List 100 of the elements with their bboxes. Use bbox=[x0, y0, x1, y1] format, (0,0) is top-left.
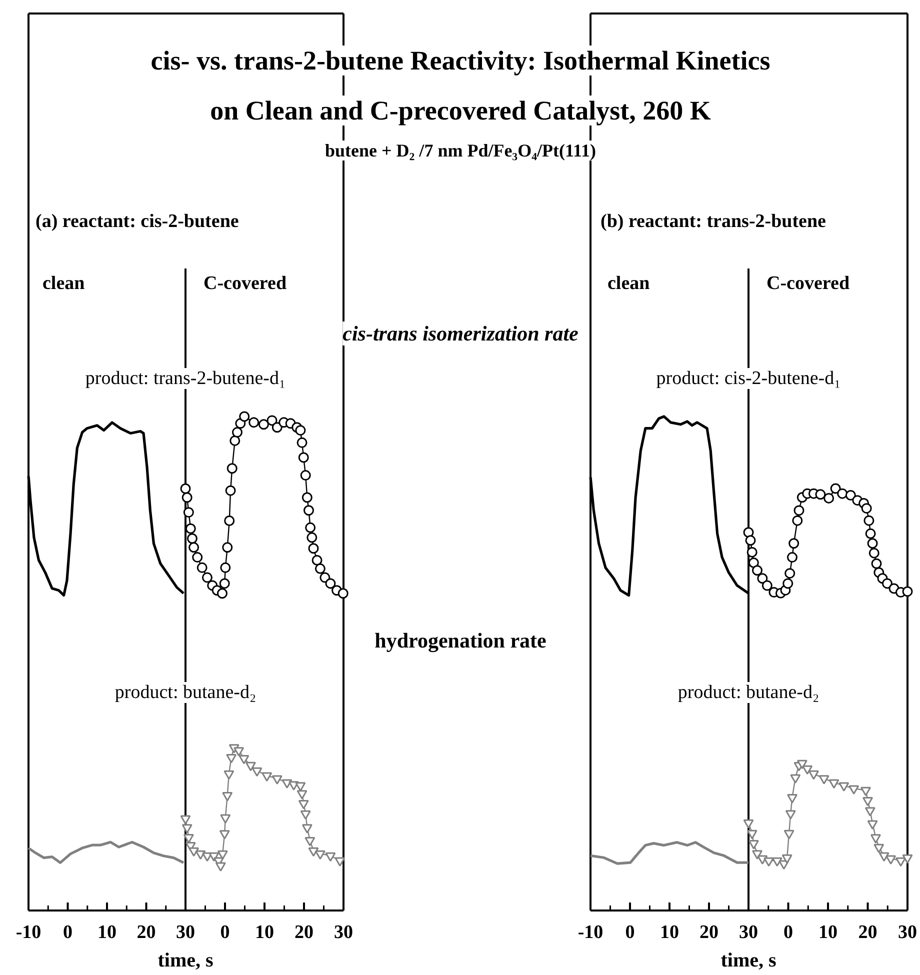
point bbox=[219, 830, 230, 840]
point bbox=[192, 552, 203, 563]
point bbox=[882, 578, 892, 589]
point bbox=[865, 528, 876, 539]
point bbox=[186, 533, 198, 544]
point bbox=[746, 546, 758, 558]
point bbox=[296, 790, 308, 800]
x-axis-title: time, s bbox=[720, 950, 776, 972]
point bbox=[808, 770, 819, 780]
point bbox=[185, 523, 196, 534]
point bbox=[790, 774, 801, 784]
point bbox=[874, 844, 884, 854]
point bbox=[871, 558, 882, 569]
point bbox=[266, 415, 278, 426]
point bbox=[792, 515, 803, 526]
x-tick-label: 0 bbox=[63, 922, 72, 943]
point bbox=[245, 762, 256, 772]
point bbox=[785, 810, 796, 820]
point bbox=[861, 503, 872, 514]
point bbox=[895, 857, 906, 867]
point bbox=[224, 770, 234, 780]
point bbox=[239, 411, 250, 422]
point bbox=[845, 490, 856, 500]
point bbox=[784, 568, 796, 579]
point bbox=[188, 542, 200, 553]
point bbox=[837, 488, 848, 499]
point bbox=[752, 850, 762, 860]
point bbox=[304, 837, 316, 846]
point bbox=[824, 492, 834, 504]
point bbox=[786, 552, 798, 563]
point bbox=[818, 775, 830, 784]
x-tick-label: 0 bbox=[220, 922, 230, 943]
point bbox=[298, 800, 309, 810]
point bbox=[796, 760, 808, 770]
point bbox=[802, 765, 813, 775]
point bbox=[238, 755, 250, 764]
point bbox=[828, 779, 840, 789]
point bbox=[222, 542, 233, 553]
text: product: trans-2-butene-d₁ bbox=[85, 368, 286, 389]
point bbox=[757, 855, 768, 865]
point bbox=[219, 578, 230, 589]
x-tick-label: 10 bbox=[818, 922, 838, 943]
point bbox=[183, 834, 194, 844]
point bbox=[305, 522, 316, 533]
point bbox=[867, 820, 878, 830]
point bbox=[815, 489, 826, 500]
point bbox=[183, 507, 194, 518]
x-tick-label: -10 bbox=[16, 922, 42, 943]
point bbox=[272, 775, 282, 785]
point bbox=[306, 532, 318, 543]
point bbox=[772, 857, 782, 867]
point bbox=[224, 515, 235, 526]
point bbox=[180, 815, 191, 825]
x-tick-label: 30 bbox=[739, 922, 758, 943]
point bbox=[196, 562, 208, 573]
point bbox=[864, 807, 876, 816]
point bbox=[272, 422, 282, 433]
point bbox=[298, 452, 309, 463]
point bbox=[220, 814, 231, 824]
text: clean bbox=[42, 273, 86, 294]
x-tick-label: 20 bbox=[136, 922, 156, 943]
point bbox=[334, 857, 346, 867]
point bbox=[782, 854, 792, 864]
point bbox=[226, 463, 238, 474]
point bbox=[878, 852, 890, 862]
point bbox=[748, 840, 759, 850]
annotation: product: butane-d₂ bbox=[114, 682, 256, 703]
point bbox=[216, 588, 228, 599]
point bbox=[764, 857, 774, 867]
point bbox=[302, 824, 312, 834]
point bbox=[867, 538, 878, 549]
point bbox=[338, 588, 348, 599]
text: clean bbox=[608, 273, 650, 294]
point bbox=[312, 555, 322, 566]
point bbox=[870, 834, 881, 844]
point bbox=[838, 782, 850, 792]
point bbox=[748, 558, 759, 568]
text: product: cis-2-butene-d₁ bbox=[656, 368, 841, 389]
point bbox=[252, 767, 262, 777]
x-tick-label: 10 bbox=[98, 922, 116, 943]
point bbox=[188, 847, 200, 857]
point bbox=[282, 779, 292, 788]
point bbox=[786, 794, 798, 804]
x-tick-label: 10 bbox=[255, 922, 274, 943]
text: C-covered bbox=[766, 273, 850, 294]
point bbox=[234, 747, 244, 756]
point bbox=[745, 535, 756, 546]
point bbox=[864, 515, 874, 526]
point bbox=[314, 563, 326, 574]
point bbox=[886, 855, 896, 865]
x-tick-label: 20 bbox=[700, 922, 718, 943]
annotation: product: butane-d₂ bbox=[678, 682, 820, 703]
point bbox=[743, 819, 754, 829]
point bbox=[225, 485, 236, 496]
point bbox=[308, 543, 319, 554]
point bbox=[230, 435, 240, 446]
point bbox=[296, 437, 308, 448]
x-tick-label: 30 bbox=[334, 922, 353, 943]
point bbox=[258, 419, 269, 430]
point bbox=[868, 548, 880, 558]
